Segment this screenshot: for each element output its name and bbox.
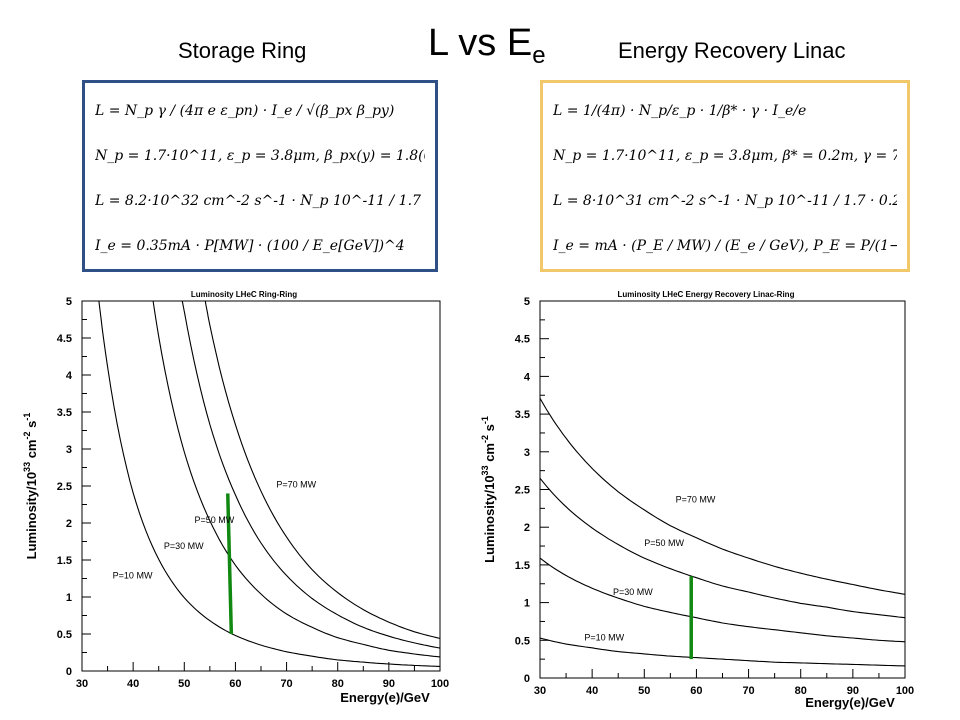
series-line [540,477,905,619]
series-label: P=10 MW [113,571,153,581]
y-axis-label-part: -1 [480,416,490,424]
y-tick-label: 1.5 [57,555,72,567]
chart-title: Luminosity LHeC Ring-Ring [191,290,297,299]
x-tick-label: 70 [742,685,754,697]
y-tick-label: 2 [66,518,72,530]
storage-ring-formula-box: L = N_p γ / (4π e ε_pn) · I_e / √(β_px β… [82,80,438,272]
formula-line: N_p = 1.7·10^11, ε_p = 3.8μm, β* = 0.2m,… [553,148,897,164]
x-tick-label: 30 [534,685,546,697]
chart-1 [539,300,906,679]
left-heading: Storage Ring [178,38,307,63]
x-tick-label: 60 [690,685,702,697]
x-tick-label: 50 [178,678,190,690]
x-tick-label: 80 [332,678,344,690]
x-tick-label: 90 [847,685,859,697]
erl-formula-box: L = 1/(4π) · N_p/ε_p · 1/β* · γ · I_e/e … [540,80,910,272]
y-axis-label-part: -1 [22,413,32,421]
x-tick-label: 40 [127,678,139,690]
y-axis-label-part: Luminosity/10 [24,472,39,559]
x-tick-label: 40 [586,685,598,697]
page-title-main: L vs E [428,22,533,64]
y-tick-label: 4 [66,370,73,382]
y-tick-label: 2.5 [515,485,530,497]
formula-line: N_p = 1.7·10^11, ε_p = 3.8μm, β_px(y) = … [95,148,425,164]
y-axis-label-part: cm [482,443,497,465]
formula-line: I_e = 0.35mA · P[MW] · (100 / E_e[GeV])^… [95,238,405,254]
series-line [540,637,905,667]
series-label: P=70 MW [676,494,716,504]
page-title-subscript: e [532,42,546,69]
right-heading: Energy Recovery Linac [618,38,846,63]
y-axis-label-part: 33 [22,462,32,472]
y-axis-label-part: s [24,421,39,432]
formula-line: L = N_p γ / (4π e ε_pn) · I_e / √(β_px β… [95,103,395,119]
y-axis-label-part: Luminosity/10 [482,475,497,562]
y-tick-label: 4.5 [515,334,530,346]
y-axis-label-part: cm [24,440,39,462]
y-axis-label-part: s [482,424,497,435]
y-tick-label: 4.5 [57,333,72,345]
x-tick-label: 100 [431,678,449,690]
x-tick-label: 90 [383,678,395,690]
y-tick-label: 4 [524,371,531,383]
energy-marker-line [226,493,234,635]
plot-frame [81,300,441,672]
series-line [540,398,905,595]
y-tick-label: 0 [524,673,530,685]
series-line [181,301,440,649]
y-tick-label: 0 [66,666,72,678]
formula-line: I_e = mA · (P_E / MW) / (E_e / GeV), P_E… [553,238,897,254]
x-tick-label: 70 [280,678,292,690]
series-label: P=50 MW [195,515,235,525]
plot-frame [539,300,906,679]
y-axis-label: Luminosity/1033 cm-2 s-1 [22,413,39,560]
x-axis-label: Energy(e)/GeV [805,695,895,710]
y-tick-label: 0.5 [515,635,530,647]
formula-line: L = 1/(4π) · N_p/ε_p · 1/β* · γ · I_e/e [553,103,807,119]
x-axis-label: Energy(e)/GeV [340,690,430,705]
y-axis-label-part: -2 [480,435,490,443]
series-label: P=70 MW [276,479,316,489]
y-axis-label-part: -2 [22,432,32,440]
curves [540,398,905,667]
series-line [152,301,440,658]
y-tick-label: 2.5 [57,481,72,493]
page-title: L vs Ee [428,22,546,70]
x-tick-label: 100 [896,685,914,697]
y-tick-label: 3 [66,444,72,456]
chart-0 [81,300,441,672]
series-line [98,301,440,667]
curves [98,301,440,667]
y-tick-label: 1 [66,592,72,604]
y-tick-label: 3.5 [515,409,530,421]
series-label: P=10 MW [584,632,624,642]
y-tick-label: 3.5 [57,407,72,419]
chart-title: Luminosity LHeC Energy Recovery Linac-Ri… [618,290,795,299]
series-label: P=30 MW [164,541,204,551]
x-tick-label: 50 [638,685,650,697]
y-axis-label: Luminosity/1033 cm-2 s-1 [480,416,497,563]
x-tick-label: 80 [795,685,807,697]
x-tick-label: 60 [229,678,241,690]
y-tick-label: 1.5 [515,560,530,572]
y-tick-label: 2 [524,522,530,534]
formula-line: L = 8·10^31 cm^-2 s^-1 · N_p 10^-11 / 1.… [553,193,897,209]
y-tick-label: 1 [524,598,530,610]
series-line [540,557,905,643]
formula-line: L = 8.2·10^32 cm^-2 s^-1 · N_p 10^-11 / … [95,193,425,209]
y-axis-label-part: 33 [480,465,490,475]
y-tick-label: 0.5 [57,629,72,641]
y-tick-label: 5 [524,296,530,308]
series-label: P=50 MW [644,538,684,548]
y-tick-label: 3 [524,447,530,459]
series-line [204,301,440,639]
x-tick-label: 30 [76,678,88,690]
series-label: P=30 MW [613,587,653,597]
y-tick-label: 5 [66,296,72,308]
